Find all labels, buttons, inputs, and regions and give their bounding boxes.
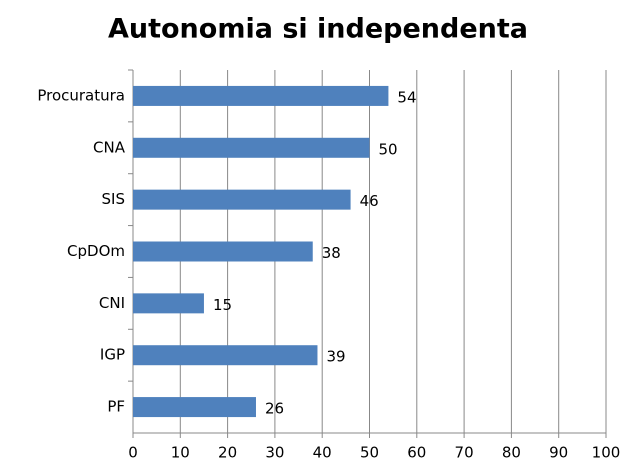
bar xyxy=(133,85,389,106)
data-label: 46 xyxy=(360,192,379,210)
y-tick-label: SIS xyxy=(102,190,125,208)
x-tick-label: 80 xyxy=(502,444,521,462)
x-tick-label: 90 xyxy=(549,444,568,462)
x-tick-label: 40 xyxy=(313,444,332,462)
bar xyxy=(133,293,204,314)
data-label: 39 xyxy=(326,348,345,366)
data-label: 38 xyxy=(322,244,341,262)
data-label: 50 xyxy=(379,140,398,158)
y-tick-label: Procuratura xyxy=(37,86,125,104)
x-tick-label: 20 xyxy=(218,444,237,462)
bar xyxy=(133,241,313,262)
data-label: 15 xyxy=(213,296,232,314)
data-label: 26 xyxy=(265,400,284,418)
y-tick-label: CNI xyxy=(99,294,125,312)
bar xyxy=(133,137,370,158)
y-tick-label: CpDOm xyxy=(67,242,125,260)
y-tick-label: IGP xyxy=(100,346,125,364)
x-tick-label: 70 xyxy=(455,444,474,462)
y-tick-label: CNA xyxy=(93,138,126,156)
data-label: 54 xyxy=(397,88,416,106)
x-tick-label: 0 xyxy=(128,444,138,462)
chart-title: Autonomia si independenta xyxy=(108,14,528,45)
x-tick-label: 100 xyxy=(592,444,621,462)
x-tick-label: 10 xyxy=(171,444,190,462)
bar xyxy=(133,397,256,418)
x-tick-label: 50 xyxy=(360,444,379,462)
y-tick-label: PF xyxy=(107,398,125,416)
x-tick-label: 30 xyxy=(265,444,284,462)
bar xyxy=(133,189,351,210)
bar xyxy=(133,345,318,366)
x-tick-label: 60 xyxy=(407,444,426,462)
